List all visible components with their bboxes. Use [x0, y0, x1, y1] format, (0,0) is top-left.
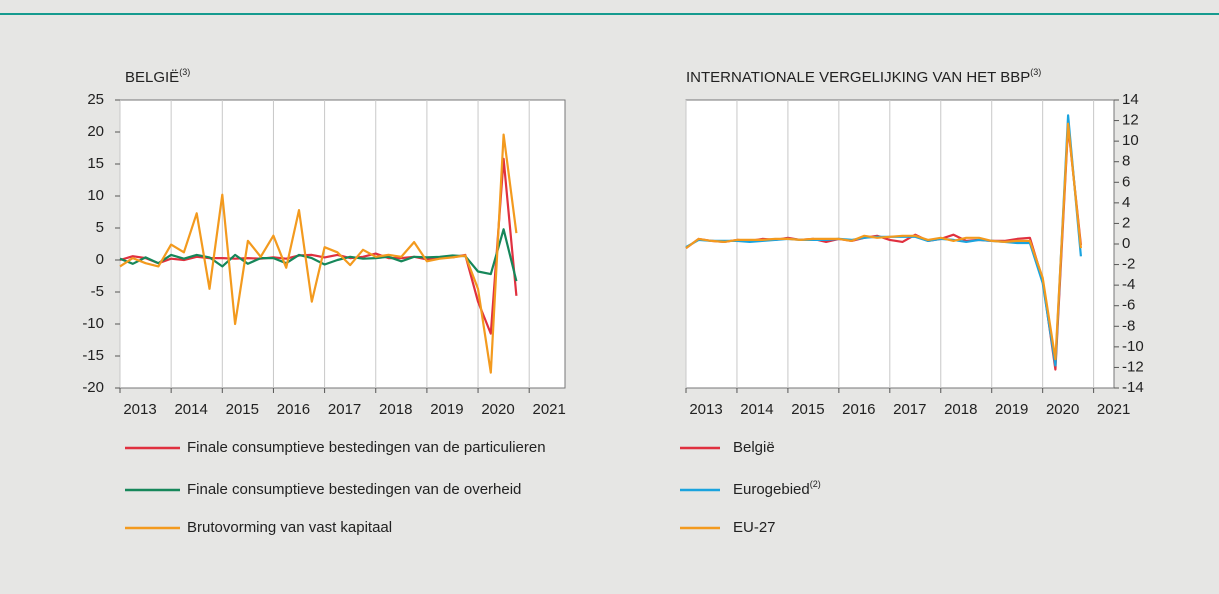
x-tick-label: 2016 — [842, 401, 875, 418]
chart-title: INTERNATIONALE VERGELIJKING VAN HET BBP(… — [686, 67, 1041, 86]
title-text: INTERNATIONALE VERGELIJKING VAN HET BBP — [686, 69, 1030, 86]
y-tick-label: 10 — [1122, 132, 1139, 149]
legend-label: EU-27 — [733, 519, 776, 536]
series-line — [685, 122, 1082, 361]
legend-name: Finale consumptieve bestedingen van de o… — [187, 481, 521, 498]
y-tick-label: 12 — [1122, 112, 1139, 129]
x-tick-label: 2019 — [995, 401, 1028, 418]
y-tick-label: 20 — [87, 123, 104, 140]
x-tick-label: 2018 — [379, 401, 412, 418]
y-tick-label: -10 — [82, 315, 104, 332]
y-tick-label: -14 — [1122, 379, 1144, 396]
y-tick-label: 25 — [87, 91, 104, 108]
y-tick-label: 10 — [87, 187, 104, 204]
x-tick-label: 2014 — [740, 401, 773, 418]
y-tick-label: -8 — [1122, 317, 1135, 334]
y-tick-label: -5 — [91, 283, 104, 300]
plot-area — [685, 99, 1115, 389]
series-line — [119, 133, 518, 374]
plot-area — [119, 99, 566, 389]
y-tick-label: 0 — [1122, 235, 1130, 252]
legend-label: Finale consumptieve bestedingen van de p… — [187, 439, 546, 456]
legend-name: Brutovorming van vast kapitaal — [187, 519, 392, 536]
y-tick-label: -10 — [1122, 338, 1144, 355]
legend-label: België — [733, 439, 775, 456]
y-tick-label: 15 — [87, 155, 104, 172]
y-tick-label: 4 — [1122, 194, 1130, 211]
y-tick-label: -15 — [82, 347, 104, 364]
x-tick-label: 2014 — [174, 401, 207, 418]
title-text: BELGIË — [125, 69, 179, 86]
y-tick-label: 5 — [96, 219, 104, 236]
legend-label: Eurogebied(2) — [733, 479, 821, 498]
y-tick-label: 14 — [1122, 91, 1139, 108]
y-tick-label: -12 — [1122, 358, 1144, 375]
legend-name: Eurogebied — [733, 481, 810, 498]
legend-name: Finale consumptieve bestedingen van de p… — [187, 439, 546, 456]
title-note: (3) — [179, 67, 190, 77]
chart-title: BELGIË(3) — [125, 67, 190, 86]
legend-note: (2) — [810, 479, 821, 489]
y-tick-label: 2 — [1122, 214, 1130, 231]
x-tick-label: 2015 — [226, 401, 259, 418]
y-tick-label: 6 — [1122, 173, 1130, 190]
legend-label: Brutovorming van vast kapitaal — [187, 519, 392, 536]
y-tick-label: -6 — [1122, 297, 1135, 314]
x-tick-label: 2013 — [123, 401, 156, 418]
x-tick-label: 2020 — [481, 401, 514, 418]
series-line — [119, 228, 518, 282]
x-tick-label: 2021 — [1097, 401, 1130, 418]
x-tick-label: 2017 — [893, 401, 926, 418]
legend-name: België — [733, 439, 775, 456]
legend-name: EU-27 — [733, 519, 776, 536]
y-tick-label: 8 — [1122, 153, 1130, 170]
x-tick-label: 2015 — [791, 401, 824, 418]
x-tick-label: 2013 — [689, 401, 722, 418]
x-tick-label: 2017 — [328, 401, 361, 418]
title-note: (3) — [1030, 67, 1041, 77]
legend-label: Finale consumptieve bestedingen van de o… — [187, 481, 521, 498]
y-tick-label: -20 — [82, 379, 104, 396]
x-tick-label: 2016 — [277, 401, 310, 418]
y-tick-label: -4 — [1122, 276, 1135, 293]
x-tick-label: 2021 — [533, 401, 566, 418]
y-tick-label: 0 — [96, 251, 104, 268]
x-tick-label: 2018 — [944, 401, 977, 418]
y-tick-label: -2 — [1122, 256, 1135, 273]
x-tick-label: 2019 — [430, 401, 463, 418]
x-tick-label: 2020 — [1046, 401, 1079, 418]
top-rule — [0, 13, 1219, 15]
